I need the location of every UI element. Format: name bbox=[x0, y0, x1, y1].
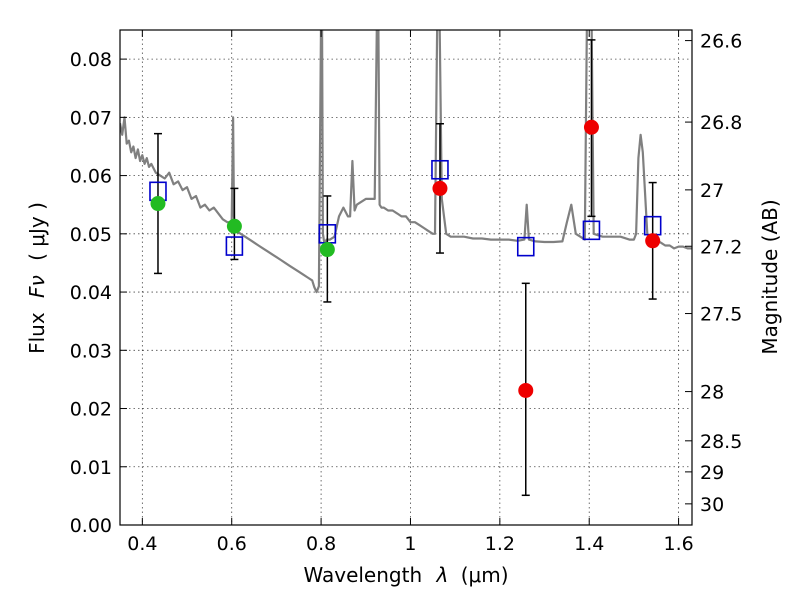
plot-frame bbox=[119, 29, 693, 526]
observed-point-red bbox=[645, 233, 661, 249]
y2-tick-label: 29 bbox=[700, 462, 724, 484]
observed-point-red bbox=[518, 382, 534, 398]
y2-tick-label: 30 bbox=[700, 494, 724, 516]
y-axis-label-unit: ( μJy ) bbox=[25, 202, 49, 261]
x-tick-label: 0.6 bbox=[217, 533, 247, 555]
plot-background bbox=[120, 30, 692, 525]
error-bars bbox=[153, 39, 657, 497]
y2-tick-label: 26.6 bbox=[700, 31, 742, 53]
y2-tick-label: 27 bbox=[700, 180, 724, 202]
plot-area bbox=[120, 30, 692, 294]
y2-tick-label: 28 bbox=[700, 382, 724, 404]
y2-tick-label: 27.2 bbox=[700, 236, 742, 258]
x-tick-label: 0.8 bbox=[306, 533, 336, 555]
x-axis-label-text: Wavelength bbox=[303, 563, 422, 587]
y2-tick-label: 27.5 bbox=[700, 304, 742, 326]
tick-labels: 0.4 0.6 0.8 1 1.2 1.4 1.6 0.00 0.01 0.02 0.03 0.04 0… bbox=[70, 31, 743, 555]
x-tick-label: 1.2 bbox=[485, 533, 515, 555]
x-tick-label: 0.4 bbox=[127, 533, 157, 555]
y-tick-label: 0.07 bbox=[70, 107, 112, 129]
y-axis-label: Flux Fν ( μJy ) bbox=[25, 202, 49, 354]
model-photometry-square bbox=[582, 220, 601, 241]
observed-point-green bbox=[150, 196, 166, 212]
x-tick-label: 1 bbox=[404, 533, 416, 555]
y-tick-label: 0.05 bbox=[70, 224, 112, 246]
markers bbox=[149, 119, 662, 398]
x-tick-label: 1.4 bbox=[574, 533, 604, 555]
y-tick-label: 0.04 bbox=[70, 282, 112, 304]
y2-axis-label: Magnitude (AB) bbox=[758, 199, 782, 354]
y-tick-label: 0.00 bbox=[70, 515, 112, 537]
y-tick-label: 0.02 bbox=[70, 399, 112, 421]
observed-point-red bbox=[432, 180, 448, 196]
model-photometry-square bbox=[516, 236, 535, 257]
x-axis-label-symbol: λ bbox=[436, 563, 449, 587]
observed-point-green bbox=[319, 242, 335, 258]
grid bbox=[120, 30, 692, 525]
y-tick-label: 0.01 bbox=[70, 457, 112, 479]
y-tick-label: 0.03 bbox=[70, 340, 112, 362]
x-axis-label: Wavelength λ (μm) bbox=[303, 563, 508, 587]
observed-point-green bbox=[226, 218, 242, 234]
model-photometry-square bbox=[431, 159, 449, 180]
model-spectrum-line bbox=[120, 30, 692, 294]
y-tick-label: 0.08 bbox=[70, 49, 112, 71]
ticks bbox=[120, 30, 692, 526]
y-axis-label-text: Flux bbox=[25, 312, 49, 354]
x-tick-label: 1.6 bbox=[663, 533, 693, 555]
observed-point-red bbox=[583, 119, 599, 135]
model-photometry-square bbox=[225, 236, 244, 256]
y-tick-label: 0.06 bbox=[70, 166, 112, 188]
y2-tick-label: 26.8 bbox=[700, 112, 742, 134]
y2-tick-label: 28.5 bbox=[700, 431, 742, 453]
x-axis-label-unit: (μm) bbox=[461, 563, 509, 587]
y-axis-label-symbol: Fν bbox=[25, 275, 49, 298]
